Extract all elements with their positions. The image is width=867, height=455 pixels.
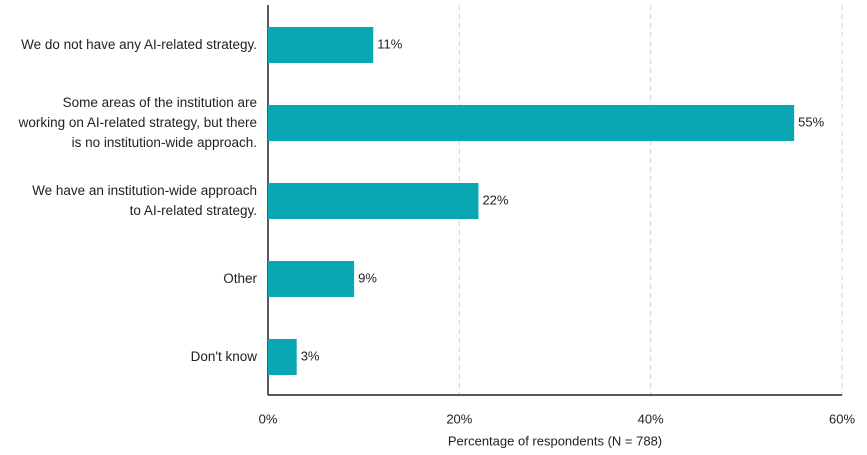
bar: [268, 183, 479, 219]
bar: [268, 27, 374, 63]
bar: [268, 261, 355, 297]
value-label: 11%: [377, 36, 402, 51]
y-tick-label: We have an institution-wide approach to …: [32, 183, 257, 218]
x-tick-label: 40%: [638, 411, 664, 426]
value-label: 55%: [798, 114, 824, 129]
bar: [268, 339, 297, 375]
value-label: 22%: [482, 192, 508, 207]
y-tick-label: Other: [223, 271, 257, 286]
value-label: 9%: [358, 270, 377, 285]
x-tick-label: 0%: [259, 411, 278, 426]
x-tick-label: 60%: [829, 411, 855, 426]
y-tick-label: Don't know: [190, 349, 257, 364]
x-tick-label: 20%: [446, 411, 472, 426]
x-axis-title: Percentage of respondents (N = 788): [448, 433, 662, 448]
y-tick-label: We do not have any AI-related strategy.: [21, 37, 257, 52]
bar: [268, 105, 795, 141]
value-label: 3%: [301, 348, 320, 363]
y-tick-label: Some areas of the institution are workin…: [18, 95, 257, 150]
